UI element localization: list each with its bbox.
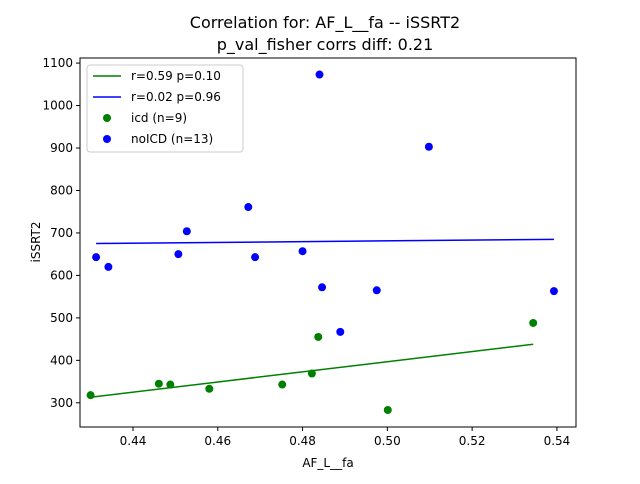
- chart-title-line2: p_val_fisher corrs diff: 0.21: [217, 35, 434, 55]
- y-tick-label: 300: [50, 396, 73, 410]
- legend-dot-swatch: [103, 135, 111, 143]
- y-tick-label: 400: [50, 353, 73, 367]
- icd-point: [86, 391, 95, 400]
- noicd-point: [424, 142, 433, 151]
- legend-entry-label: r=0.59 p=0.10: [131, 69, 221, 83]
- noicd-point: [549, 287, 558, 296]
- y-tick-label: 600: [50, 268, 73, 282]
- axes-frame: [79, 57, 577, 428]
- x-axis: 0.44 0.46 0.48 0.50 0.52 0.54: [120, 427, 571, 448]
- y-tick-label: 800: [50, 183, 73, 197]
- y-tick-label: 700: [50, 226, 73, 240]
- x-tick-label: 0.48: [289, 434, 316, 448]
- x-tick-label: 0.46: [204, 434, 231, 448]
- noicd-point: [174, 250, 183, 259]
- icd-point: [314, 332, 323, 341]
- noicd-point: [251, 253, 260, 262]
- icd-point: [166, 380, 175, 389]
- noicd-point: [372, 286, 381, 295]
- icd-point: [205, 384, 214, 393]
- x-tick-label: 0.50: [374, 434, 401, 448]
- y-tick-label: 1000: [42, 99, 73, 113]
- noicd-point: [104, 262, 113, 271]
- y-tick-label: 500: [50, 311, 73, 325]
- icd-point: [278, 380, 287, 389]
- y-axis-label: iSSRT2: [29, 222, 43, 263]
- noicd-point: [315, 70, 324, 79]
- regression-line-1: [96, 238, 554, 245]
- legend-box: [86, 64, 244, 153]
- x-tick-label: 0.54: [544, 434, 571, 448]
- noicd-point: [92, 253, 101, 262]
- legend-dot-swatch: [103, 114, 111, 122]
- x-tick-label: 0.44: [120, 434, 147, 448]
- x-tick-label: 0.52: [459, 434, 486, 448]
- noicd-point: [298, 247, 307, 256]
- noicd-point: [318, 283, 327, 292]
- y-axis: 300 400 500 600 700 800 900 1000 1100: [42, 56, 80, 410]
- y-tick-label: 1100: [42, 56, 73, 70]
- x-axis-label: AF_L__fa: [302, 456, 353, 470]
- icd-point: [529, 318, 538, 327]
- chart-title-line1: Correlation for: AF_L__fa -- iSSRT2: [190, 13, 460, 33]
- noicd-point: [182, 227, 191, 236]
- y-tick-label: 900: [50, 141, 73, 155]
- noicd-point: [336, 327, 345, 336]
- icd-point: [154, 379, 163, 388]
- noicd-point: [244, 203, 253, 212]
- legend-entry-label: icd (n=9): [131, 111, 187, 125]
- legend-entry-label: noICD (n=13): [131, 132, 213, 146]
- legend-entry-label: r=0.02 p=0.96: [131, 90, 221, 104]
- plot-area: [86, 70, 558, 415]
- icd-point: [307, 369, 316, 378]
- icd-point: [383, 406, 392, 415]
- legend: r=0.59 p=0.10 r=0.02 p=0.96 icd (n=9) noICD…: [86, 64, 244, 153]
